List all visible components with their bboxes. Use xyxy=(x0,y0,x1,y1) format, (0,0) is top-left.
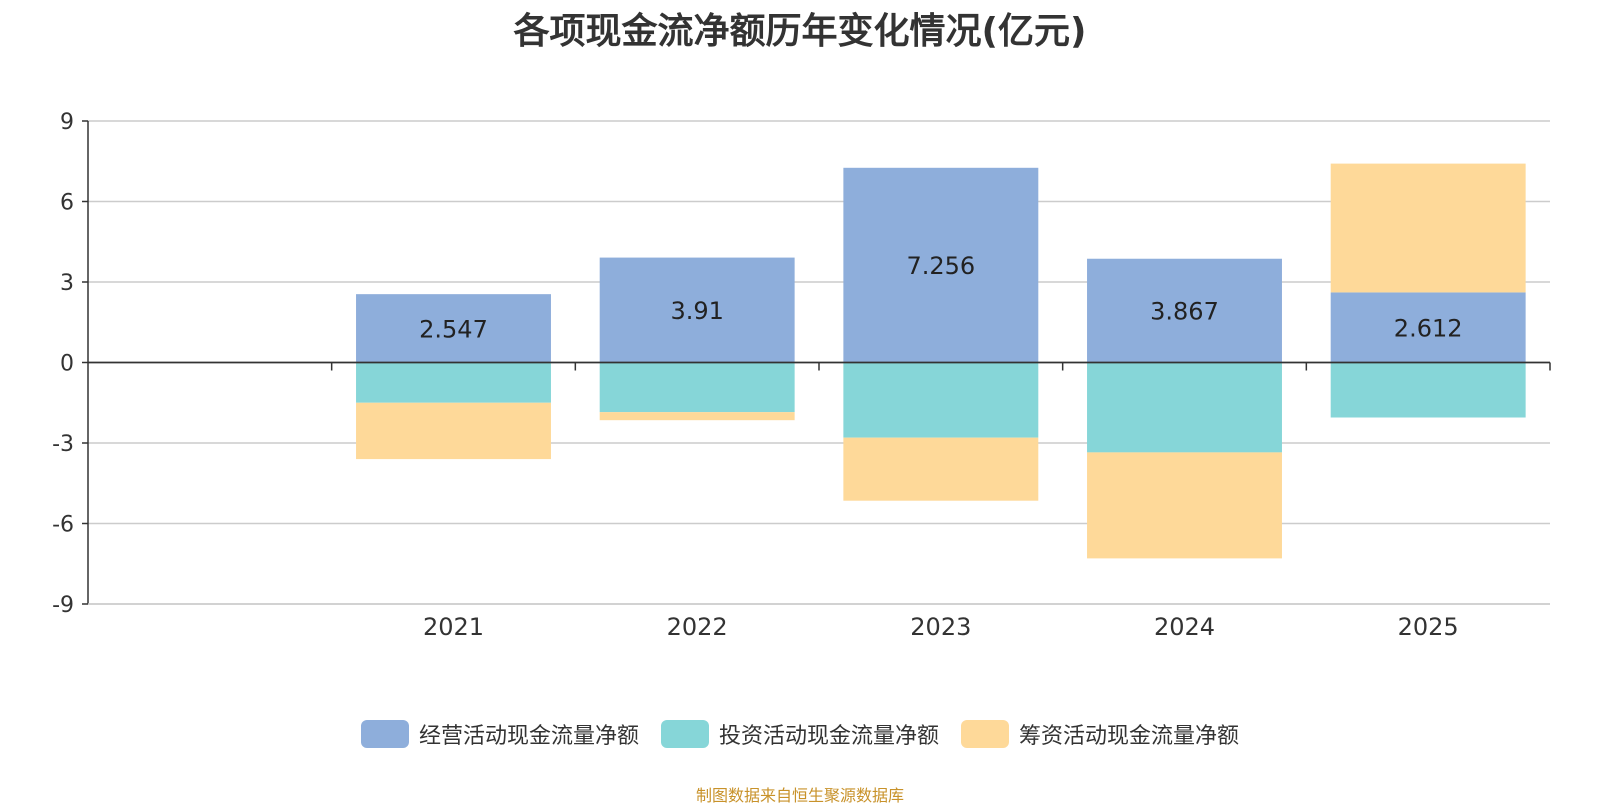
bar-经营活动现金流量净额-2025 xyxy=(1330,292,1526,363)
data-label-2024: 3.867 xyxy=(1150,298,1219,326)
bar-经营活动现金流量净额-2023 xyxy=(843,167,1039,363)
legend-swatch-investing xyxy=(660,720,709,748)
legend: 经营活动现金流量净额 投资活动现金流量净额 筹资活动现金流量净额 xyxy=(0,718,1600,750)
data-label-2023: 7.256 xyxy=(906,252,975,280)
x-tick-label-2022: 2022 xyxy=(667,613,728,641)
y-tick-label: -6 xyxy=(52,513,74,538)
bar-筹资活动现金流量净额-2021 xyxy=(356,402,551,460)
data-label-2025: 2.612 xyxy=(1394,314,1463,342)
y-tick-label: 0 xyxy=(60,352,74,377)
legend-swatch-financing xyxy=(961,720,1009,748)
data-label-2021: 2.547 xyxy=(419,315,488,343)
legend-label-operating: 经营活动现金流量净额 xyxy=(418,724,639,749)
chart-title: 各项现金流净额历年变化情况(亿元) xyxy=(513,11,1087,52)
legend-item-financing[interactable]: 筹资活动现金流量净额 xyxy=(961,718,1239,750)
x-tick-label-2021: 2021 xyxy=(423,613,484,641)
legend-label-investing: 投资活动现金流量净额 xyxy=(718,724,939,749)
y-tick-label: -9 xyxy=(52,593,74,618)
bar-经营活动现金流量净额-2021 xyxy=(356,294,551,363)
source-note: 制图数据来自恒生聚源数据库 xyxy=(695,786,904,805)
x-tick-label-2023: 2023 xyxy=(910,613,971,641)
bar-筹资活动现金流量净额-2022 xyxy=(599,412,795,421)
bar-经营活动现金流量净额-2024 xyxy=(1087,258,1282,363)
y-tick-label: -3 xyxy=(52,432,74,457)
bar-筹资活动现金流量净额-2023 xyxy=(843,437,1039,501)
legend-swatch-operating xyxy=(360,720,409,748)
x-tick-label-2025: 2025 xyxy=(1398,613,1459,641)
bar-投资活动现金流量净额-2022 xyxy=(599,362,795,413)
chart-canvas: 9 6 3 0 -3 -6 -9 2.547 3.91 7.256 3.867 2.612 2021 20… xyxy=(52,110,1551,641)
legend-item-operating[interactable]: 经营活动现金流量净额 xyxy=(360,718,639,750)
data-label-2022: 3.91 xyxy=(670,297,723,325)
bar-投资活动现金流量净额-2024 xyxy=(1087,362,1282,453)
legend-label-financing: 筹资活动现金流量净额 xyxy=(1019,724,1240,749)
bar-筹资活动现金流量净额-2024 xyxy=(1087,452,1282,559)
bar-投资活动现金流量净额-2021 xyxy=(356,362,551,403)
bar-投资活动现金流量净额-2025 xyxy=(1330,362,1526,418)
y-tick-label: 6 xyxy=(60,191,74,216)
y-tick-label: 3 xyxy=(60,271,74,296)
bar-投资活动现金流量净额-2023 xyxy=(843,362,1039,438)
bar-经营活动现金流量净额-2022 xyxy=(599,257,795,363)
y-tick-label: 9 xyxy=(60,110,74,135)
bar-筹资活动现金流量净额-2025 xyxy=(1330,163,1526,293)
legend-item-investing[interactable]: 投资活动现金流量净额 xyxy=(660,718,939,750)
x-tick-label-2024: 2024 xyxy=(1154,613,1215,641)
